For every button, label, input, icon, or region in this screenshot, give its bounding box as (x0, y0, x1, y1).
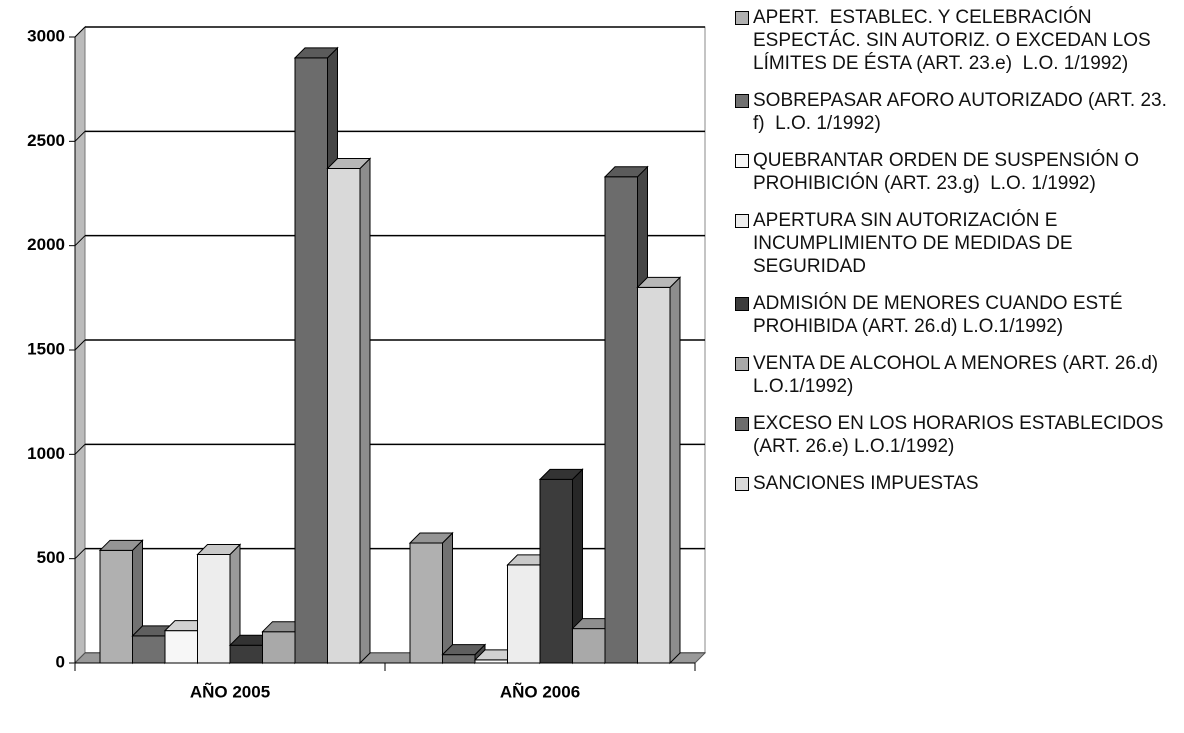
legend-label: VENTA DE ALCOHOL A MENORES (ART. 26.d) L… (753, 353, 1164, 397)
bar (132, 635, 166, 664)
legend-swatch (735, 94, 749, 108)
grid-line (74, 339, 86, 351)
bar-side-shade (442, 533, 453, 663)
legend-label: APERTURA SIN AUTORIZACIÓN E INCUMPLIMIEN… (753, 210, 1078, 277)
bar (409, 542, 443, 664)
legend-item: APERT. ESTABLEC. Y CELEBRACIÓN ESPECTÁC.… (735, 6, 1175, 75)
bar-top-shade (262, 621, 305, 632)
bar-top-shade (197, 544, 240, 555)
bar (604, 176, 638, 664)
legend-swatch (735, 357, 749, 371)
legend-swatch (735, 214, 749, 228)
bar (507, 564, 541, 664)
bar-top (538, 468, 584, 480)
bar (164, 630, 198, 664)
legend-item: SANCIONES IMPUESTAS (735, 472, 1175, 495)
chart: 0 500 1000 1500 2000 2500 3000 AÑO 2005 AÑO 2006 (27, 25, 707, 701)
bar (572, 628, 606, 664)
y-tick-label: 2000 (27, 235, 65, 254)
bar-top-shade (605, 166, 648, 177)
bar-top-shade (475, 649, 518, 660)
legend-item: ADMISIÓN DE MENORES CUANDO ESTÉ PROHIBID… (735, 292, 1175, 338)
x-tick-label: AÑO 2006 (500, 681, 580, 701)
grid-line (74, 548, 86, 560)
legend-label: EXCESO EN LOS HORARIOS ESTABLECIDOS (ART… (753, 413, 1169, 457)
bar (539, 478, 573, 664)
bar-side-shade (572, 469, 583, 663)
bar-top-shade (230, 635, 273, 646)
bar-top-shade (327, 158, 370, 169)
bar (442, 654, 476, 664)
bar-top (408, 532, 454, 544)
legend-swatch (735, 11, 749, 25)
grid-line (74, 130, 86, 142)
bar (327, 167, 361, 664)
legend-item: EXCESO EN LOS HORARIOS ESTABLECIDOS (ART… (735, 412, 1175, 458)
legend-label: SOBREPASAR AFORO AUTORIZADO (ART. 23. f)… (753, 90, 1173, 134)
legend-label: SANCIONES IMPUESTAS (753, 473, 979, 494)
bar-top (603, 166, 649, 178)
bar-top (636, 276, 682, 288)
legend: APERT. ESTABLEC. Y CELEBRACIÓN ESPECTÁC.… (735, 6, 1175, 509)
bar-top (293, 47, 339, 59)
bar-top-shade (410, 533, 453, 544)
bar-top-shade (540, 469, 583, 480)
legend-swatch (735, 154, 749, 168)
y-tick-label: 1000 (27, 444, 65, 463)
x-tick-label: AÑO 2005 (190, 681, 270, 701)
bar (197, 553, 231, 664)
bar-top (441, 644, 487, 656)
legend-label: APERT. ESTABLEC. Y CELEBRACIÓN ESPECTÁC.… (753, 7, 1156, 74)
bar-top-shade (572, 618, 615, 629)
bar (99, 549, 133, 664)
y-tick-label: 2500 (27, 131, 65, 150)
grid-line (74, 235, 86, 247)
bar-top-shade (100, 540, 143, 551)
bar-side-shade (670, 277, 680, 663)
bar-top (196, 543, 242, 555)
legend-label: QUEBRANTAR ORDEN DE SUSPENSIÓN O PROHIBI… (753, 150, 1145, 194)
legend-item: APERTURA SIN AUTORIZACIÓN E INCUMPLIMIEN… (735, 209, 1175, 278)
bar (294, 57, 328, 664)
bar (262, 631, 296, 664)
bar-top (326, 157, 372, 169)
bar-side-shade (360, 158, 370, 663)
grid-line (74, 26, 86, 38)
bar (637, 286, 671, 664)
grid-line (74, 443, 86, 455)
y-tick-label: 1500 (27, 339, 65, 358)
bar-top-shade (507, 554, 550, 565)
y-tick-label: 3000 (27, 26, 65, 45)
legend-swatch (735, 297, 749, 311)
legend-swatch (735, 477, 749, 491)
y-tick-label: 0 (56, 652, 65, 671)
bar-top-shade (165, 620, 208, 631)
legend-label: ADMISIÓN DE MENORES CUANDO ESTÉ PROHIBID… (753, 293, 1128, 337)
legend-item: SOBREPASAR AFORO AUTORIZADO (ART. 23. f)… (735, 89, 1175, 135)
legend-swatch (735, 417, 749, 431)
bar-top (98, 539, 144, 551)
legend-item: VENTA DE ALCOHOL A MENORES (ART. 26.d) L… (735, 352, 1175, 398)
bar-top-shade (132, 625, 175, 636)
legend-item: QUEBRANTAR ORDEN DE SUSPENSIÓN O PROHIBI… (735, 149, 1175, 195)
bar-side-shade (230, 544, 240, 663)
bar-top-shade (442, 644, 485, 655)
bar-top-shade (637, 277, 680, 288)
bar-top-shade (295, 47, 338, 58)
bar (229, 644, 263, 664)
y-tick-label: 500 (37, 548, 65, 567)
